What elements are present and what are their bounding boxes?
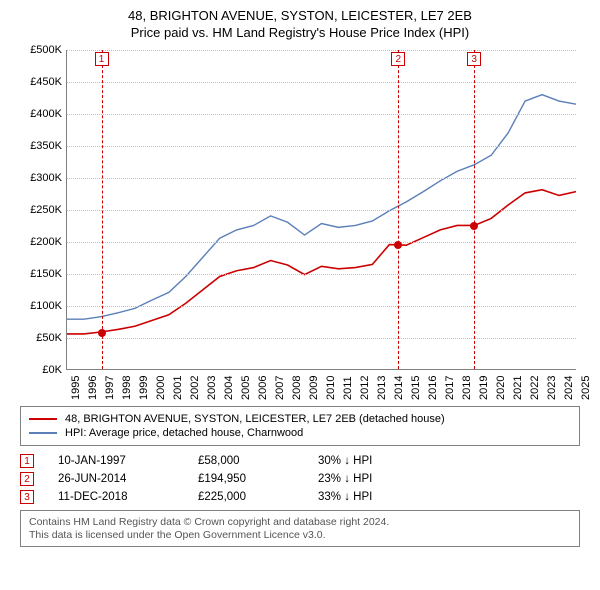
sale-row: 3 11-DEC-2018£225,00033% ↓ HPI: [20, 490, 580, 504]
gridline: [67, 114, 576, 115]
y-tick-label: £350K: [12, 140, 62, 152]
x-tick-label: 2008: [291, 376, 303, 400]
x-tick-label: 1998: [121, 376, 133, 400]
footer-line-2: This data is licensed under the Open Gov…: [29, 529, 571, 541]
y-tick-label: £200K: [12, 236, 62, 248]
sale-dot: [98, 329, 106, 337]
x-tick-label: 2006: [257, 376, 269, 400]
x-tick-label: 1996: [87, 376, 99, 400]
x-tick-label: 1997: [104, 376, 116, 400]
x-tick-label: 2009: [308, 376, 320, 400]
sale-date: 26-JUN-2014: [58, 473, 198, 485]
x-tick-label: 2000: [155, 376, 167, 400]
legend: 48, BRIGHTON AVENUE, SYSTON, LEICESTER, …: [20, 406, 580, 446]
x-tick-label: 2007: [274, 376, 286, 400]
sale-pct-vs-hpi: 30% ↓ HPI: [318, 455, 418, 467]
x-tick-label: 2011: [342, 376, 354, 400]
legend-swatch: [29, 418, 57, 420]
sale-vline: [102, 50, 103, 369]
gridline: [67, 146, 576, 147]
sale-row-badge: 3: [20, 490, 34, 504]
sale-row-badge: 1: [20, 454, 34, 468]
x-tick-label: 2010: [325, 376, 337, 400]
x-tick-label: 1999: [138, 376, 150, 400]
x-tick-label: 2022: [529, 376, 541, 400]
sale-row: 2 26-JUN-2014£194,95023% ↓ HPI: [20, 472, 580, 486]
x-tick-label: 2018: [461, 376, 473, 400]
gridline: [67, 178, 576, 179]
footer-attribution: Contains HM Land Registry data © Crown c…: [20, 510, 580, 547]
x-tick-label: 2021: [512, 376, 524, 400]
sale-date: 10-JAN-1997: [58, 455, 198, 467]
chart-area: £0K £50K £100K £150K £200K £250K £300K £350K £40…: [12, 46, 588, 400]
x-tick-label: 2016: [427, 376, 439, 400]
title-subtitle: Price paid vs. HM Land Registry's House …: [12, 25, 588, 40]
y-tick-label: £50K: [12, 332, 62, 344]
sale-dot: [394, 241, 402, 249]
gridline: [67, 50, 576, 51]
title-address: 48, BRIGHTON AVENUE, SYSTON, LEICESTER, …: [12, 8, 588, 23]
y-tick-label: £250K: [12, 204, 62, 216]
gridline: [67, 210, 576, 211]
sale-vline: [398, 50, 399, 369]
x-tick-label: 2023: [546, 376, 558, 400]
sale-price: £194,950: [198, 473, 318, 485]
sale-price: £225,000: [198, 491, 318, 503]
x-tick-label: 2004: [223, 376, 235, 400]
title-block: 48, BRIGHTON AVENUE, SYSTON, LEICESTER, …: [12, 8, 588, 40]
x-tick-label: 2020: [495, 376, 507, 400]
y-tick-label: £500K: [12, 44, 62, 56]
x-tick-label: 2005: [240, 376, 252, 400]
x-tick-label: 2019: [478, 376, 490, 400]
sale-row: 1 10-JAN-1997£58,00030% ↓ HPI: [20, 454, 580, 468]
x-tick-label: 2024: [563, 376, 575, 400]
y-tick-label: £0K: [12, 364, 62, 376]
sale-badge-3: 3: [467, 52, 481, 66]
sale-vline: [474, 50, 475, 369]
gridline: [67, 242, 576, 243]
sale-price: £58,000: [198, 455, 318, 467]
sale-pct-vs-hpi: 33% ↓ HPI: [318, 491, 418, 503]
x-tick-label: 2014: [393, 376, 405, 400]
sale-row-badge: 2: [20, 472, 34, 486]
sales-table: 1 10-JAN-1997£58,00030% ↓ HPI 2 26-JUN-2014…: [20, 454, 580, 504]
sale-badge-2: 2: [391, 52, 405, 66]
chart-container: 48, BRIGHTON AVENUE, SYSTON, LEICESTER, …: [0, 0, 600, 590]
sale-dot: [470, 222, 478, 230]
legend-swatch: [29, 432, 57, 434]
gridline: [67, 274, 576, 275]
x-tick-label: 1995: [70, 376, 82, 400]
x-tick-label: 2002: [189, 376, 201, 400]
x-tick-label: 2003: [206, 376, 218, 400]
sale-date: 11-DEC-2018: [58, 491, 198, 503]
x-tick-label: 2001: [172, 376, 184, 400]
series-hpi: [67, 95, 576, 320]
y-tick-label: £150K: [12, 268, 62, 280]
sale-pct-vs-hpi: 23% ↓ HPI: [318, 473, 418, 485]
gridline: [67, 82, 576, 83]
x-tick-label: 2013: [376, 376, 388, 400]
gridline: [67, 338, 576, 339]
x-tick-label: 2012: [359, 376, 371, 400]
legend-item: 48, BRIGHTON AVENUE, SYSTON, LEICESTER, …: [29, 413, 571, 425]
x-tick-label: 2015: [410, 376, 422, 400]
y-tick-label: £450K: [12, 76, 62, 88]
x-tick-label: 2017: [444, 376, 456, 400]
y-tick-label: £300K: [12, 172, 62, 184]
legend-label: HPI: Average price, detached house, Char…: [65, 427, 303, 439]
legend-label: 48, BRIGHTON AVENUE, SYSTON, LEICESTER, …: [65, 413, 445, 425]
y-tick-label: £400K: [12, 108, 62, 120]
y-tick-label: £100K: [12, 300, 62, 312]
footer-line-1: Contains HM Land Registry data © Crown c…: [29, 516, 571, 528]
plot-region: 1 2 3: [66, 50, 576, 370]
sale-badge-1: 1: [95, 52, 109, 66]
gridline: [67, 306, 576, 307]
x-tick-label: 2025: [580, 376, 592, 400]
series-property: [67, 190, 576, 334]
legend-item: HPI: Average price, detached house, Char…: [29, 427, 571, 439]
